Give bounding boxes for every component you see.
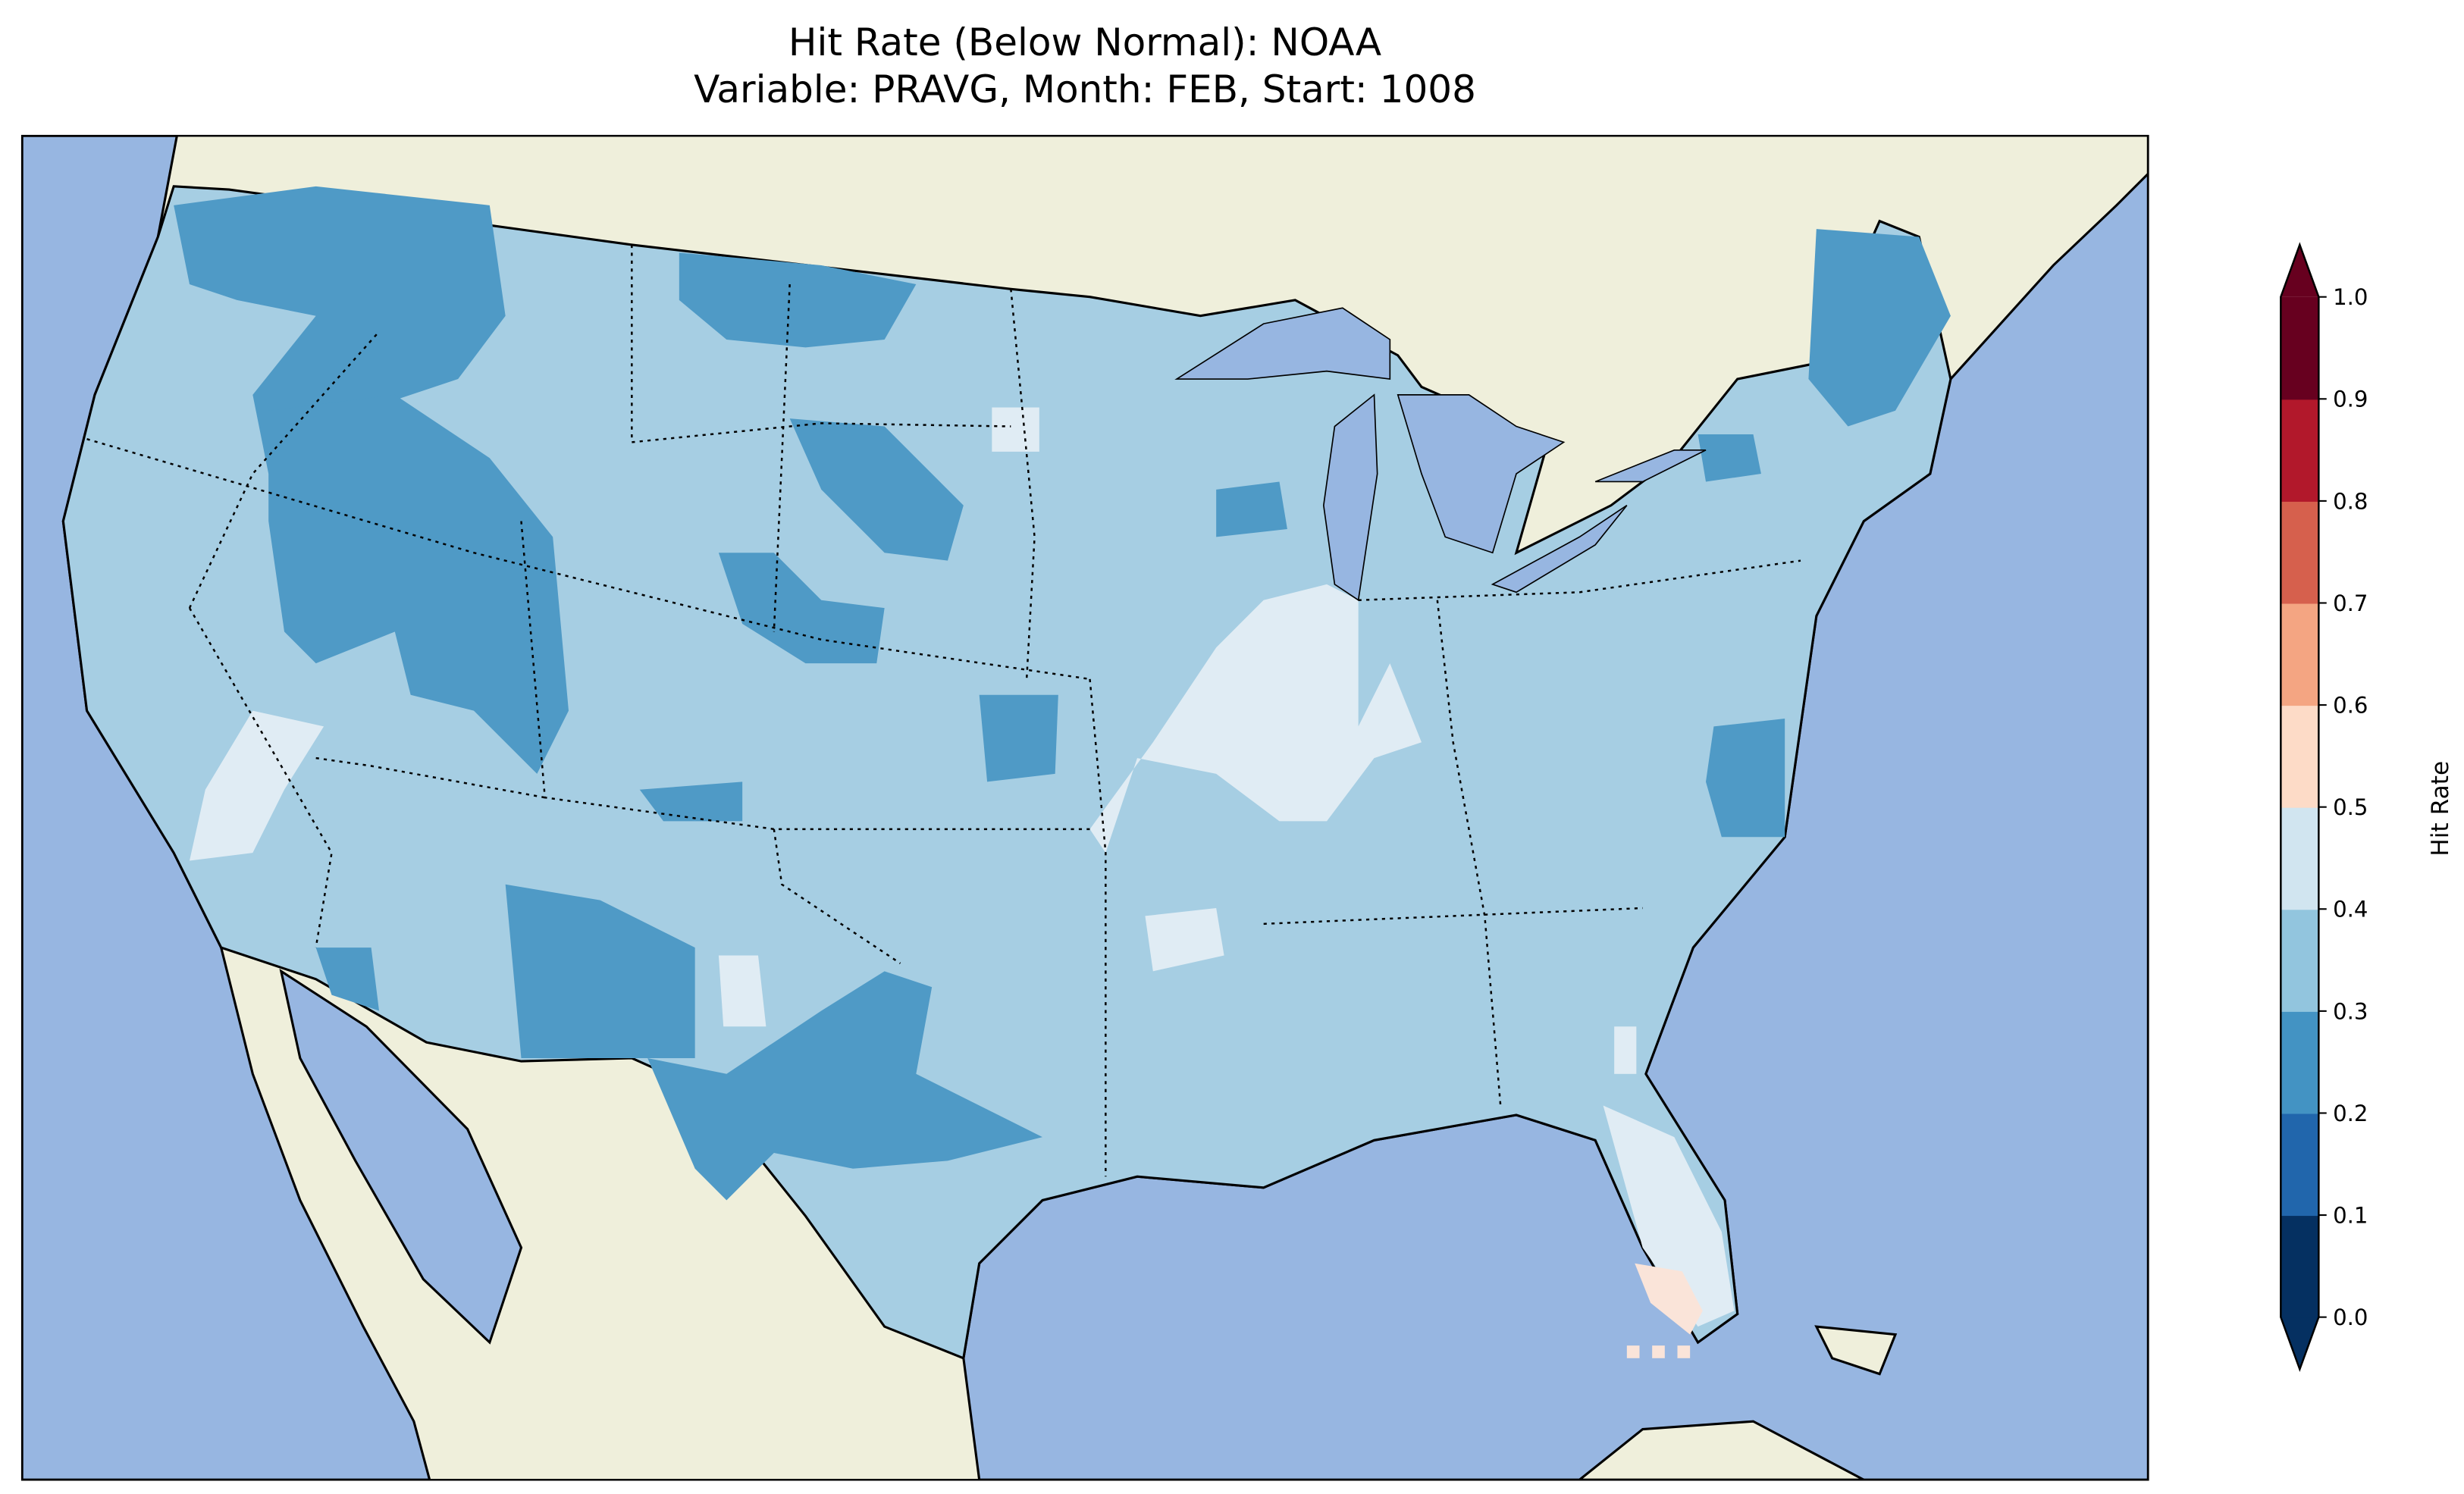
colorbar-segment [2281, 705, 2319, 808]
colorbar-segment [2281, 399, 2319, 502]
colorbar-tick-label: 0.4 [2333, 897, 2368, 922]
colorbar-segment [2281, 807, 2319, 910]
map-frame [20, 134, 2149, 1481]
colorbar-segment [2281, 1113, 2319, 1217]
colorbar-tick-label: 0.1 [2333, 1202, 2368, 1228]
colorbar-tick-label: 0.3 [2333, 998, 2368, 1024]
bin-0.5-0.6-patch [1635, 1263, 1703, 1335]
colorbar-tick-label: 0.9 [2333, 387, 2368, 412]
cuba-land [1814, 1325, 1898, 1376]
colorbar-tick-label: 0.7 [2333, 590, 2368, 616]
colorbar-tick-label: 0.0 [2333, 1305, 2368, 1330]
great-lakes [1174, 307, 1707, 602]
colorbar-tick-label: 0.2 [2333, 1101, 2368, 1126]
florida-keys-cells [1626, 1345, 1691, 1358]
colorbar-segment [2281, 909, 2319, 1012]
colorbar-segment [2281, 1215, 2319, 1318]
colorbar-extend-max [2281, 244, 2319, 297]
colorbar-segment [2281, 1010, 2319, 1114]
colorbar-segment [2281, 296, 2319, 400]
chart-title: Hit Rate (Below Normal): NOAA [788, 20, 1382, 64]
colorbar-segment [2281, 500, 2319, 604]
state-borders [86, 244, 1801, 1177]
colorbar-tick-label: 1.0 [2333, 284, 2368, 310]
colorbar-tick-label: 0.6 [2333, 692, 2368, 718]
colorbar-segment [2281, 603, 2319, 706]
colorbar-extend-min [2281, 1317, 2319, 1370]
colorbar: 0.0 0.1 0.2 0.3 0.4 0.5 0.6 0.7 0.8 0.9 1.0 [2280, 242, 2368, 1373]
map-area [22, 136, 2149, 1480]
colorbar-label: Hit Rate [2427, 761, 2454, 857]
colorbar-tick-label: 0.5 [2333, 794, 2368, 820]
colorbar-tick-label: 0.8 [2333, 488, 2368, 514]
gulf-of-california [279, 968, 523, 1345]
bin-0.4-0.5-patches [190, 407, 1735, 1327]
yucatan-land [1577, 1420, 1865, 1480]
chart-subtitle: Variable: PRAVG, Month: FEB, Start: 1008 [694, 67, 1476, 111]
bin-0.2-0.3-patches [174, 186, 1951, 1201]
